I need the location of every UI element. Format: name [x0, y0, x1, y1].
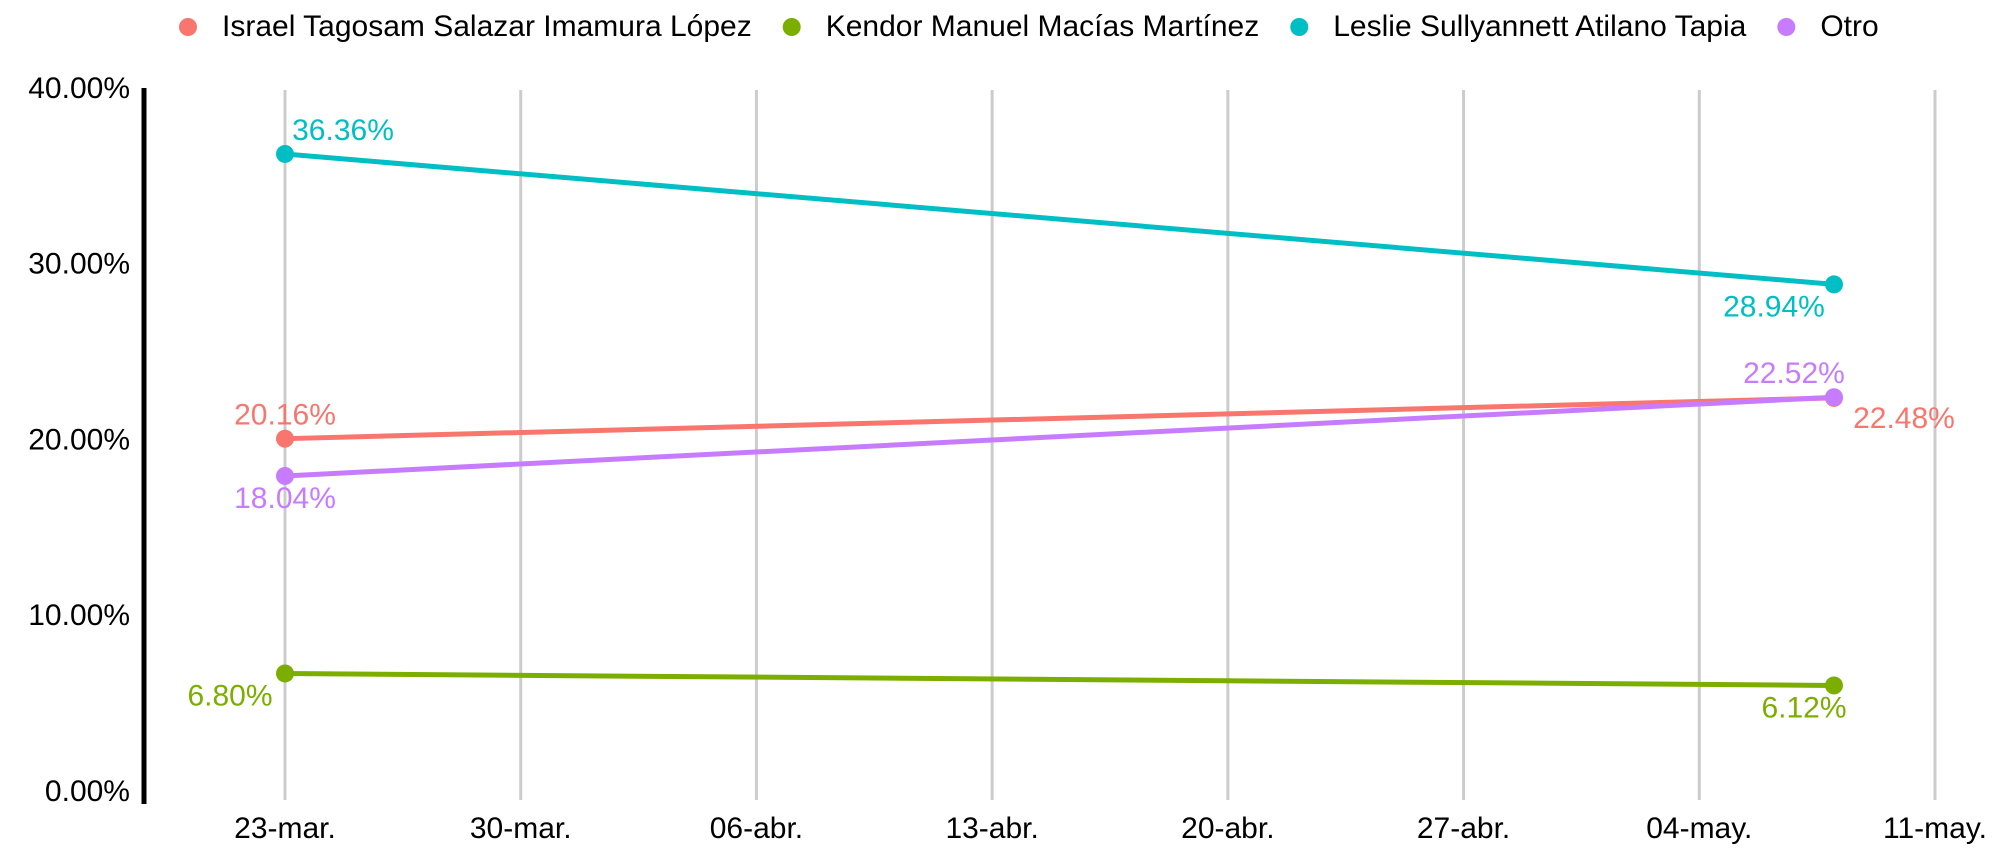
data-label: 36.36%: [292, 114, 394, 147]
x-tick-label: 20-abr.: [1181, 812, 1274, 845]
y-tick-label: 0.00%: [45, 775, 130, 808]
legend-marker: [1777, 18, 1796, 36]
series-line: [284, 670, 1834, 688]
series-line: [284, 151, 1835, 287]
legend-marker: [179, 18, 197, 36]
x-tick-label: 11-may.: [1883, 812, 1987, 845]
data-point: [276, 144, 294, 163]
legend-label: Otro: [1820, 10, 1878, 43]
data-label: 20.16%: [234, 399, 336, 432]
data-label: 6.80%: [187, 679, 272, 712]
x-tick-label: 30-mar.: [470, 812, 572, 845]
data-point: [1824, 388, 1843, 407]
y-tick-label: 40.00%: [28, 72, 130, 105]
legend-label: Kendor Manuel Macías Martínez: [826, 10, 1260, 43]
x-tick-label: 23-mar.: [234, 812, 336, 845]
data-label: 28.94%: [1723, 290, 1825, 323]
data-point: [276, 429, 294, 448]
data-label: 18.04%: [234, 482, 336, 515]
data-label: 22.52%: [1743, 357, 1845, 390]
y-tick-label: 10.00%: [28, 599, 130, 632]
series-line: [284, 394, 1835, 479]
y-tick-label: 30.00%: [28, 248, 130, 281]
legend-label: Leslie Sullyannett Atilano Tapia: [1333, 10, 1746, 43]
x-tick-label: 06-abr.: [710, 812, 803, 845]
data-label: 22.48%: [1853, 402, 1955, 435]
data-point: [1824, 676, 1843, 695]
y-tick-label: 20.00%: [28, 423, 130, 456]
data-label: 6.12%: [1761, 691, 1846, 724]
x-tick-label: 04-may.: [1646, 812, 1752, 845]
x-tick-label: 13-abr.: [945, 812, 1038, 845]
data-point: [276, 664, 294, 683]
series-line: [284, 395, 1835, 442]
legend-label: Israel Tagosam Salazar Imamura López: [222, 10, 752, 43]
legend-marker: [1290, 18, 1309, 36]
legend-marker: [782, 18, 801, 36]
data-point: [276, 466, 294, 485]
data-point: [1824, 275, 1843, 294]
x-tick-label: 27-abr.: [1417, 812, 1510, 845]
